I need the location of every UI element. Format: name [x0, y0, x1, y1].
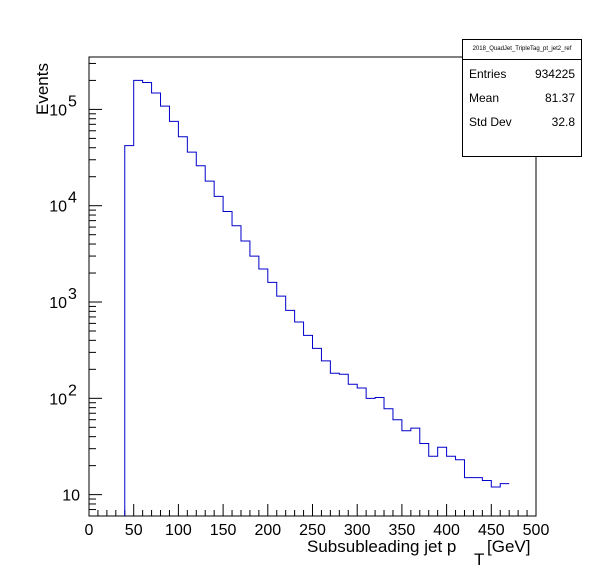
y-tick-label: 10 [49, 199, 67, 216]
x-axis-title-subscript: T [474, 550, 484, 569]
y-tick-label: 10 [49, 391, 67, 408]
histogram-series-line [125, 80, 509, 516]
x-axis-ticks [89, 504, 536, 516]
y-tick-label: 10 [62, 488, 80, 505]
stats-box: 2018_QuadJet_TripleTag_pt_jet2_ref Entri… [462, 39, 582, 157]
x-tick-label: 100 [165, 522, 192, 539]
x-tick-label: 150 [210, 522, 237, 539]
y-tick-label: 10 [49, 295, 67, 312]
stats-label: Mean [469, 86, 499, 110]
x-axis-title-unit: [GeV] [487, 537, 530, 556]
y-axis-title: Events [33, 63, 52, 115]
y-axis-ticks [89, 63, 102, 516]
y-tick-label-exponent: 3 [68, 286, 77, 303]
y-tick-label-exponent: 5 [68, 93, 77, 110]
x-axis-title: Subsubleading jet p [307, 537, 456, 556]
stats-value: 32.8 [552, 110, 575, 134]
y-tick-label-exponent: 2 [68, 382, 77, 399]
x-tick-label: 200 [254, 522, 281, 539]
stats-row-mean: Mean 81.37 [463, 86, 581, 110]
x-tick-label: 50 [125, 522, 143, 539]
stats-value: 81.37 [545, 86, 575, 110]
x-tick-label: 0 [85, 522, 94, 539]
stats-label: Std Dev [469, 110, 512, 134]
y-tick-label-exponent: 4 [68, 190, 77, 207]
stats-label: Entries [469, 62, 506, 86]
stats-row-entries: Entries 934225 [463, 62, 581, 86]
stats-row-stddev: Std Dev 32.8 [463, 110, 581, 134]
stats-box-title: 2018_QuadJet_TripleTag_pt_jet2_ref [463, 40, 581, 60]
stats-value: 934225 [535, 62, 575, 86]
